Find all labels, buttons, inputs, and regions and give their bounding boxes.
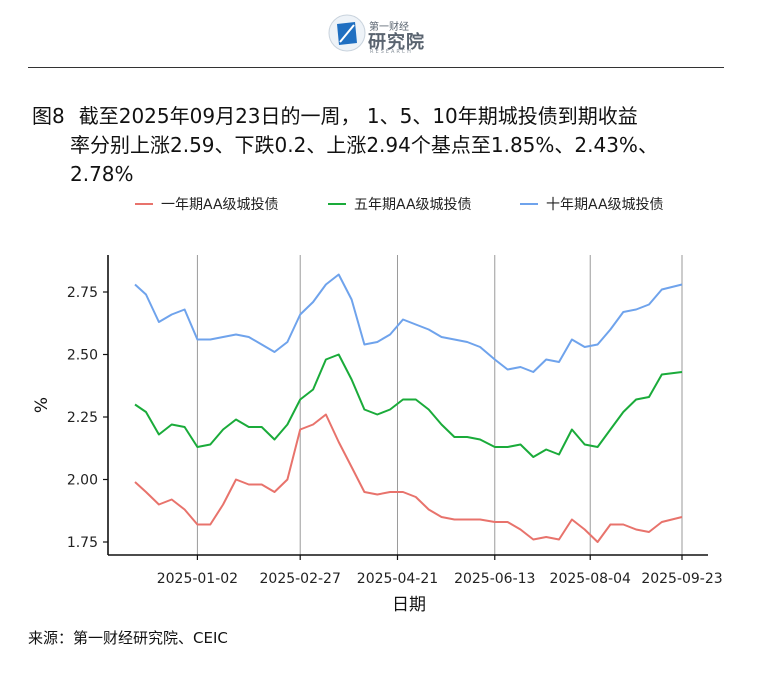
series-line-5y bbox=[134, 353, 683, 458]
header-divider bbox=[28, 67, 724, 68]
chart-legend: 一年期AA级城投债 五年期AA级城投债 十年期AA级城投债 bbox=[135, 194, 735, 214]
figure-title: 图8 截至2025年09月23日的一周， 1、5、10年期城投债到期收益 率分别上… bbox=[32, 102, 737, 189]
source-note: 来源：第一财经研究院、CEIC bbox=[28, 629, 228, 647]
legend-item-1y: 一年期AA级城投债 bbox=[135, 194, 279, 214]
y-tick-label-0: 1.75 bbox=[67, 535, 98, 551]
brand-logo: 第一财经 研究院 RESEARCH bbox=[328, 10, 438, 58]
x-tick-label-3: 2025-06-13 bbox=[454, 571, 535, 587]
x-tick-label-0: 2025-01-02 bbox=[157, 571, 238, 587]
legend-swatch-5y bbox=[328, 203, 346, 205]
x-tick-label-1: 2025-02-27 bbox=[260, 571, 341, 587]
legend-label-10y: 十年期AA级城投债 bbox=[546, 197, 664, 213]
logo-en-text: RESEARCH bbox=[370, 49, 413, 55]
series-line-1y bbox=[134, 413, 683, 543]
y-axis-title: % bbox=[32, 397, 52, 413]
y-tick-label-2: 2.25 bbox=[67, 410, 98, 426]
x-tick-label-4: 2025-08-04 bbox=[550, 571, 631, 587]
y-tick-label-4: 2.75 bbox=[67, 285, 98, 301]
legend-label-1y: 一年期AA级城投债 bbox=[161, 197, 279, 213]
title-line-2: 率分别上涨2.59、下跌0.2、上涨2.94个基点至1.85%、2.43%、 bbox=[70, 133, 658, 157]
x-tick-label-5: 2025-09-23 bbox=[641, 571, 722, 587]
legend-label-5y: 五年期AA级城投债 bbox=[354, 197, 472, 213]
legend-item-10y: 十年期AA级城投债 bbox=[520, 194, 664, 214]
y-tick-label-3: 2.50 bbox=[67, 348, 98, 364]
x-tick-label-2: 2025-04-21 bbox=[357, 571, 438, 587]
title-line-1: 截至2025年09月23日的一周， 1、5、10年期城投债到期收益 bbox=[78, 104, 638, 128]
title-line-3: 2.78% bbox=[70, 162, 134, 186]
x-axis-title: 日期 bbox=[392, 595, 426, 615]
legend-swatch-1y bbox=[135, 203, 153, 205]
logo-small-text: 第一财经 bbox=[369, 22, 409, 33]
figure-label: 图8 bbox=[32, 104, 65, 128]
series-line-10y bbox=[134, 273, 683, 373]
legend-item-5y: 五年期AA级城投债 bbox=[328, 194, 472, 214]
y-tick-label-1: 2.00 bbox=[67, 473, 98, 489]
logo-big-text: 研究院 bbox=[368, 32, 425, 53]
logo-book-icon bbox=[328, 14, 366, 52]
legend-swatch-10y bbox=[520, 203, 538, 205]
